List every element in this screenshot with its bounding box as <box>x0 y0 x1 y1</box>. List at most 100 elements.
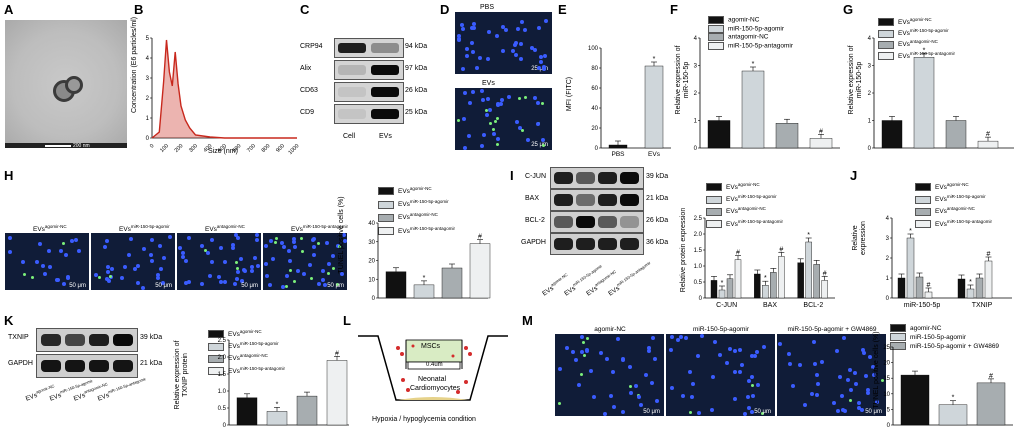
blue-nucleus <box>8 249 13 254</box>
green-nucleus <box>496 117 500 121</box>
blue-nucleus <box>717 353 722 358</box>
legend-swatch <box>890 333 906 342</box>
blue-nucleus <box>516 26 521 31</box>
h-tunel-image: 50 μm <box>91 233 175 290</box>
blue-nucleus <box>236 270 241 274</box>
blue-nucleus <box>577 382 582 387</box>
green-nucleus <box>542 144 546 148</box>
blue-nucleus <box>479 143 484 148</box>
blue-nucleus <box>465 47 470 52</box>
c-blot-strip <box>334 60 404 80</box>
panel-label-e: E <box>558 2 567 17</box>
k-blot-strip <box>36 354 138 378</box>
blue-nucleus <box>466 134 471 138</box>
i-band <box>620 216 639 228</box>
i-blot-strip <box>550 167 644 189</box>
blue-nucleus <box>311 245 316 250</box>
b-xtick-label: 100 <box>159 143 170 154</box>
blue-nucleus <box>747 378 752 383</box>
i-protein-bax: BAX <box>525 195 540 202</box>
i-band <box>554 216 573 228</box>
blue-nucleus <box>250 265 255 270</box>
blue-nucleus <box>518 56 523 61</box>
blue-nucleus <box>598 350 603 355</box>
blue-nucleus <box>475 66 480 71</box>
transwell-schematic: MSCs 0.4um Neonatal Cardiomyocytes Hypox… <box>358 328 518 428</box>
m-tunel-image: 50 μm <box>777 334 886 416</box>
green-nucleus <box>517 97 521 101</box>
k-ytick-label: 0 <box>223 423 227 429</box>
k-band <box>65 334 85 346</box>
k-band <box>89 360 109 372</box>
g-ytick-label: 4 <box>868 36 872 42</box>
h-ytick-label: 0 <box>372 296 376 302</box>
i-star: * <box>807 232 810 239</box>
blue-nucleus <box>331 254 336 259</box>
blue-nucleus <box>234 233 239 238</box>
legend-item: EVsantagomir-NC <box>915 204 992 216</box>
blue-nucleus <box>538 60 543 64</box>
i-band <box>598 238 617 250</box>
legend-sup: miR-150-5p-agomir <box>239 341 279 347</box>
blue-nucleus <box>162 256 166 261</box>
i-hash: # <box>823 270 827 277</box>
j-bar <box>975 277 984 299</box>
blue-nucleus <box>481 133 486 138</box>
green-nucleus <box>496 143 500 147</box>
blue-nucleus <box>495 136 500 141</box>
blue-nucleus <box>254 233 259 238</box>
blue-nucleus <box>210 259 215 264</box>
legend-swatch <box>378 200 394 209</box>
legend-item: miR-150-5p-agomir <box>890 333 999 342</box>
legend-item: EVsantagomir-NC <box>208 351 285 363</box>
blue-nucleus <box>136 280 141 285</box>
blue-nucleus <box>252 256 257 261</box>
m-hash: # <box>989 373 993 380</box>
c-kda: 97 kDa <box>405 65 428 72</box>
green-nucleus <box>880 378 884 382</box>
blue-nucleus <box>324 241 329 246</box>
k-lane-sup: miR-150-5p-antagomir <box>107 376 147 395</box>
blue-nucleus <box>750 353 755 358</box>
i-protein-bcl-2: BCL-2 <box>525 217 545 224</box>
blue-nucleus <box>647 345 651 350</box>
m-scale: 50 μm <box>754 409 771 415</box>
i-group-label: BAX <box>763 302 777 309</box>
m-ytick-label: 0 <box>887 423 891 429</box>
legend-swatch <box>706 183 722 192</box>
panel-label-d: D <box>440 2 450 17</box>
blue-nucleus <box>676 337 681 342</box>
blue-nucleus <box>265 273 270 278</box>
legend-item: EVsmiR-150-5p-agomir <box>706 192 783 204</box>
nta-chart: 0 1 2 3 4 5 0 100 200 300 400 500 600 700 800 900 1000 <box>146 36 301 156</box>
panel-label-g: G <box>843 2 854 17</box>
blue-nucleus <box>865 388 870 393</box>
blue-nucleus <box>699 334 704 339</box>
blue-nucleus <box>859 407 864 412</box>
g-ylabel: Relative expression of miR-150-5p <box>848 45 863 115</box>
legend-item: miR-150-5p-agomir + GW4869 <box>890 342 999 351</box>
m-bar <box>938 404 968 426</box>
f-ylabel: Relative expression of miR-150-5p <box>675 45 690 115</box>
blue-nucleus <box>591 394 596 399</box>
j-bar <box>897 277 906 299</box>
c-protein-crp94: CRP94 <box>300 43 323 50</box>
green-nucleus <box>316 241 320 245</box>
blue-nucleus <box>651 336 655 341</box>
blue-nucleus <box>732 369 737 374</box>
legend-swatch <box>915 195 931 204</box>
green-nucleus <box>235 261 239 265</box>
blue-nucleus <box>637 395 642 400</box>
green-nucleus <box>274 237 278 241</box>
blue-nucleus <box>541 137 546 142</box>
blue-nucleus <box>77 248 82 253</box>
blue-nucleus <box>835 408 840 413</box>
i-band <box>598 216 617 228</box>
blue-nucleus <box>223 280 228 285</box>
blue-nucleus <box>74 237 79 242</box>
g-bar <box>881 120 903 149</box>
blue-nucleus <box>811 339 816 344</box>
blue-nucleus <box>467 101 472 105</box>
e-xtick-label: PBS <box>611 151 625 158</box>
blue-nucleus <box>809 391 814 396</box>
